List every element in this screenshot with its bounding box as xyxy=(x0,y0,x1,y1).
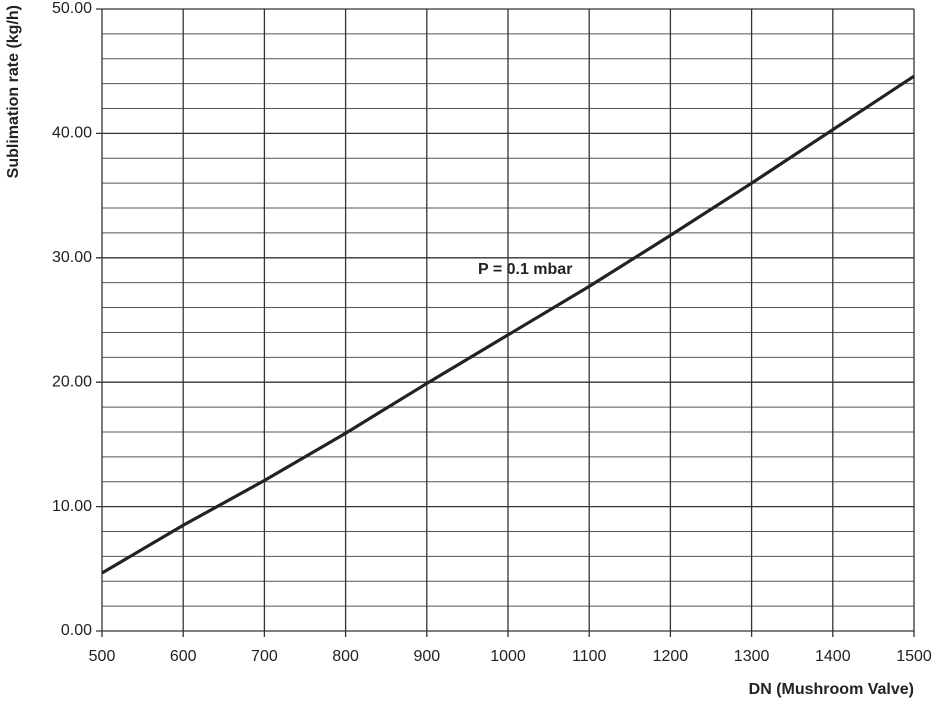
x-tick-label: 900 xyxy=(413,648,440,665)
y-axis-label: Sublimation rate (kg/h) xyxy=(5,5,22,178)
y-tick-label: 0.00 xyxy=(61,622,92,639)
x-tick-label: 1000 xyxy=(490,648,526,665)
x-tick-label: 1300 xyxy=(734,648,770,665)
x-tick-label: 1500 xyxy=(896,648,932,665)
data-line xyxy=(101,74,915,575)
y-tick-label: 40.00 xyxy=(52,125,92,142)
x-tick-label: 700 xyxy=(251,648,278,665)
x-tick-label: 500 xyxy=(89,648,116,665)
x-axis-label: DN (Mushroom Valve) xyxy=(749,681,914,698)
x-tick-label: 600 xyxy=(170,648,197,665)
x-tick-label: 1400 xyxy=(815,648,851,665)
y-tick-label: 30.00 xyxy=(52,249,92,266)
annotation: P = 0.1 mbar xyxy=(478,261,572,278)
y-tick-label: 50.00 xyxy=(52,0,92,17)
y-tick-label: 20.00 xyxy=(52,373,92,390)
x-tick-label: 1100 xyxy=(572,648,607,665)
x-tick-label: 1200 xyxy=(653,648,689,665)
y-tick-label: 10.00 xyxy=(52,498,92,515)
x-tick-label: 800 xyxy=(332,648,359,665)
